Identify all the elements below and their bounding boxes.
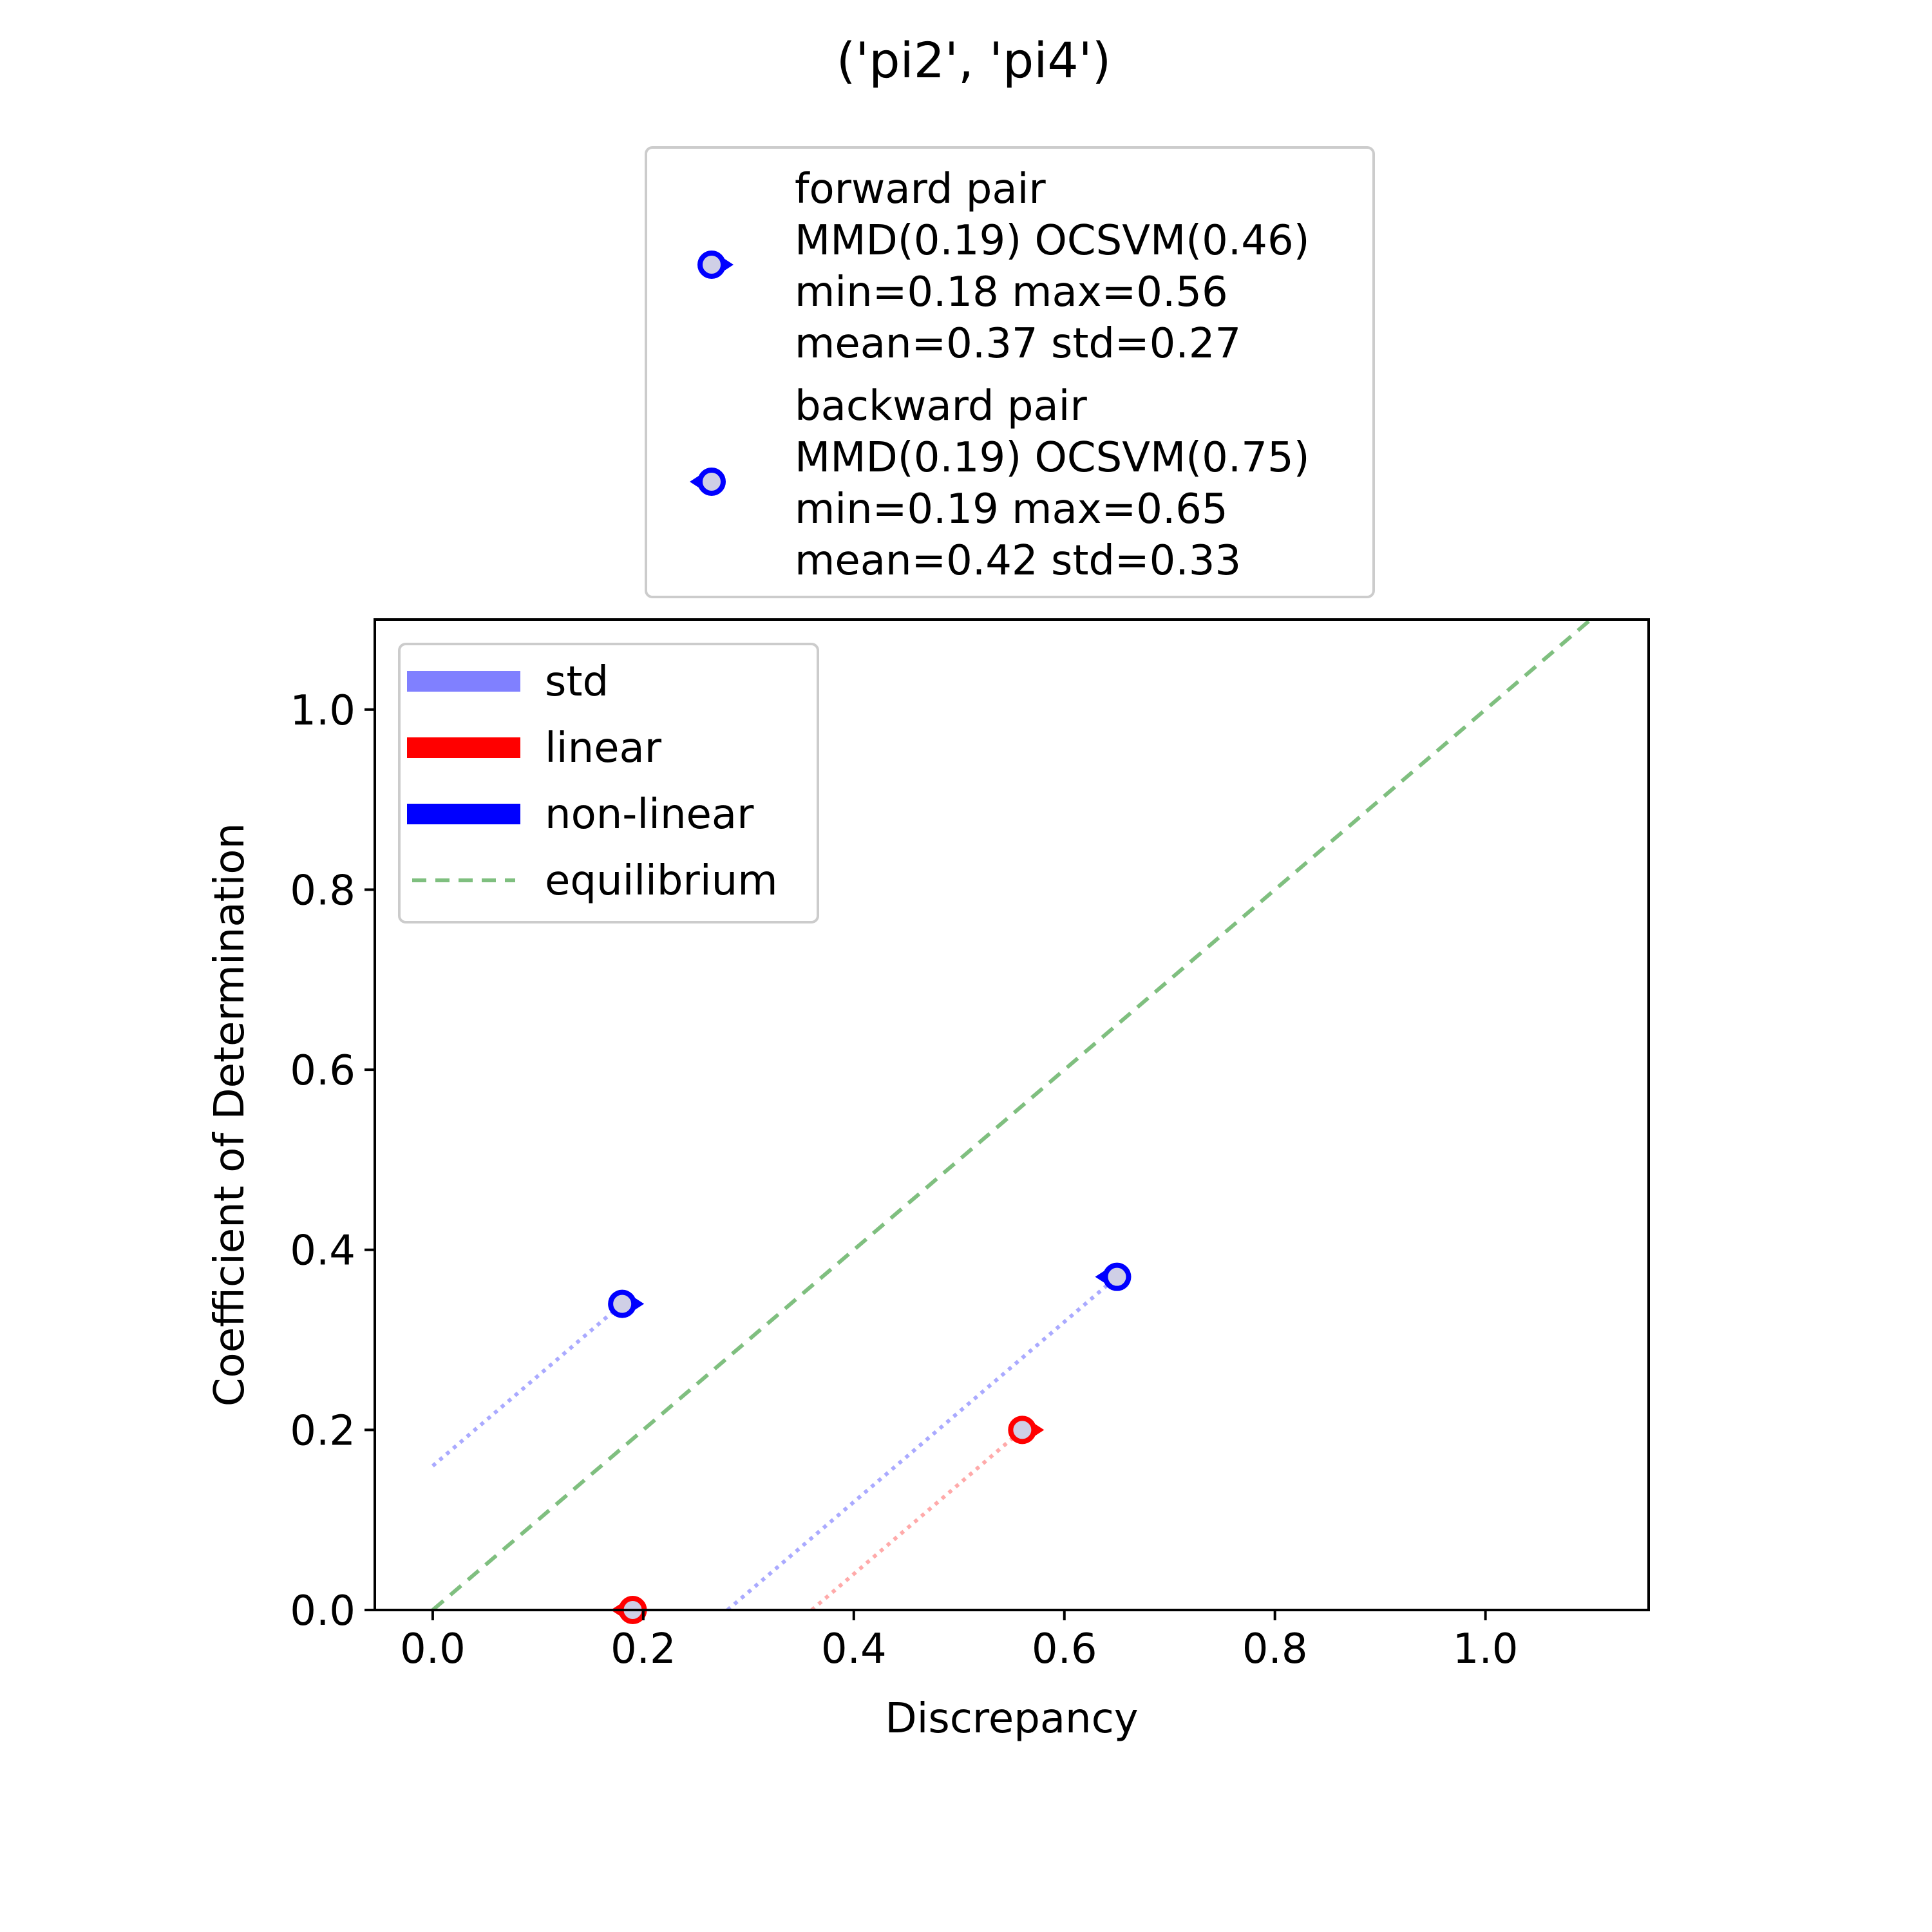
inner-legend-entry: equilibrium: [412, 857, 778, 905]
std-line: [810, 1428, 1024, 1612]
top-legend-text: mean=0.42 std=0.33: [795, 537, 1241, 585]
inner-legend-entry: linear: [407, 724, 662, 772]
y-tick-label: 0.8: [290, 867, 355, 914]
x-axis: 0.0 0.2 0.4 0.6 0.8 1.0: [400, 1610, 1519, 1673]
y-axis: 0.0 0.2 0.4 0.6 0.8 1.0: [290, 687, 375, 1635]
x-axis-label: Discrepancy: [885, 1695, 1138, 1743]
inner-legend: std linear non-linear equilibrium: [398, 643, 819, 923]
top-legend-text: backward pair: [795, 383, 1087, 430]
top-legend-text: min=0.18 max=0.56: [795, 269, 1228, 316]
std-line: [726, 1275, 1119, 1612]
chart-title: ('pi2', 'pi4'): [837, 32, 1112, 89]
data-point-backward-non-linear-ring: [1103, 1262, 1132, 1291]
x-tick-label: 0.4: [821, 1625, 887, 1673]
x-tick-label: 0.0: [400, 1625, 466, 1673]
inner-legend-label: equilibrium: [545, 857, 778, 905]
y-axis-label: Coefficient of Determination: [206, 823, 254, 1406]
inner-legend-label: std: [545, 658, 609, 706]
y-tick-label: 0.4: [290, 1227, 355, 1275]
data-point-forward-non-linear-ring: [608, 1289, 637, 1318]
x-tick-label: 1.0: [1453, 1625, 1519, 1673]
top-legend-text: mean=0.37 std=0.27: [795, 320, 1241, 368]
data-point-forward-non-linear: [608, 1289, 645, 1318]
inner-legend-entry: non-linear: [407, 791, 754, 838]
top-legend-marker: [697, 251, 734, 279]
y-tick-label: 1.0: [290, 687, 355, 735]
data-point-forward-linear-ring: [1008, 1416, 1037, 1444]
top-legend-marker: [690, 468, 726, 496]
inner-legend-frame: [398, 643, 819, 923]
data-point-forward-linear: [1008, 1416, 1045, 1444]
top-legend-marker-ring: [697, 468, 726, 496]
top-legend-text: MMD(0.19) OCSVM(0.46): [795, 217, 1310, 265]
plot-area: [374, 618, 1650, 1624]
y-tick-label: 0.6: [290, 1047, 355, 1095]
inner-legend-label: linear: [545, 724, 662, 772]
x-tick-label: 0.2: [611, 1625, 676, 1673]
top-legend-marker-ring: [697, 251, 726, 279]
top-legend-text: MMD(0.19) OCSVM(0.75): [795, 434, 1310, 482]
inner-legend-entry: std: [407, 658, 609, 706]
y-tick-label: 0.0: [290, 1587, 355, 1635]
y-tick-label: 0.2: [290, 1407, 355, 1455]
top-legend-text: min=0.19 max=0.65: [795, 486, 1228, 533]
x-tick-label: 0.6: [1032, 1625, 1097, 1673]
top-legend-text: forward pair: [795, 166, 1046, 213]
plot-border: [374, 618, 1650, 1611]
data-point-backward-non-linear: [1095, 1262, 1132, 1291]
inner-legend-label: non-linear: [545, 791, 754, 838]
top-legend-frame: [645, 146, 1375, 598]
std-line: [431, 1302, 624, 1468]
x-tick-label: 0.8: [1242, 1625, 1308, 1673]
